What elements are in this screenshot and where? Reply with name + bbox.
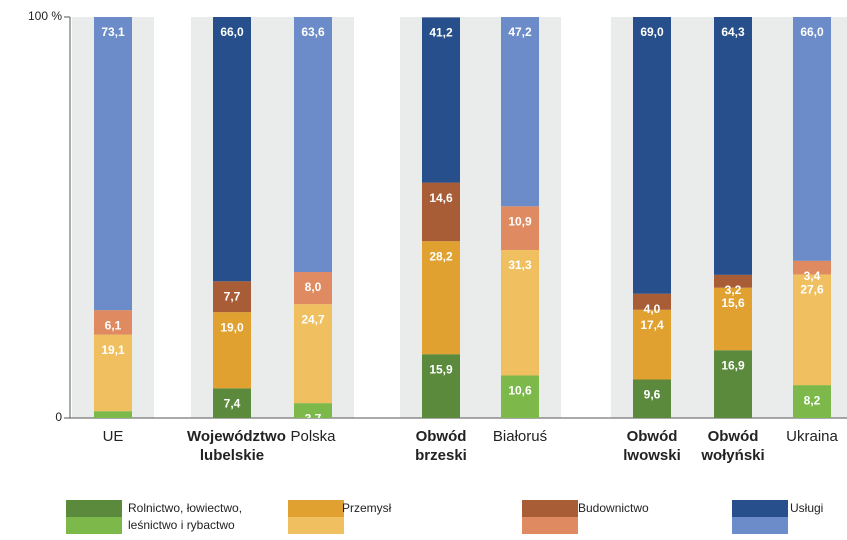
value-label: 19,0	[220, 320, 244, 334]
value-label: 24,7	[301, 312, 325, 326]
legend-swatch	[522, 517, 578, 534]
bar-segment	[633, 293, 671, 310]
legend-label: Przemysł	[342, 501, 392, 515]
bar-segment	[213, 281, 251, 313]
legend-swatch	[288, 517, 344, 534]
bar-segment	[94, 334, 132, 412]
legend-label: Usługi	[790, 501, 824, 515]
value-label: 47,2	[508, 25, 532, 39]
bar-segment	[793, 274, 831, 386]
x-tick-label: Białoruś	[492, 428, 548, 445]
bar-segment	[294, 272, 332, 305]
value-label: 14,6	[429, 191, 453, 205]
value-label: 10,6	[508, 384, 532, 398]
value-label: 7,7	[224, 289, 241, 303]
value-label: 3,2	[725, 283, 742, 297]
y-tick-label: 0	[55, 410, 62, 424]
bar-segment	[294, 304, 332, 404]
y-tick-label: 100 %	[28, 9, 62, 23]
bar-segment	[94, 411, 132, 418]
bar-segment	[422, 17, 460, 183]
bar-segment	[793, 17, 831, 261]
value-label: 15,9	[429, 362, 453, 376]
value-label: 4,0	[644, 302, 661, 316]
bar-segment	[793, 385, 831, 418]
bar-segment	[714, 350, 752, 418]
legend-label: Budownictwo	[578, 501, 649, 515]
bar-segment	[213, 17, 251, 282]
value-label: 10,9	[508, 214, 532, 228]
x-tick-label: Obwód brzeski	[415, 428, 467, 464]
bar-segment	[501, 375, 539, 418]
value-label: 3,4	[804, 269, 821, 283]
value-label: 7,4	[224, 396, 241, 410]
x-tick-label: Obwód wołyński	[701, 428, 765, 464]
bars: 1,719,16,173,17,419,07,766,03,724,78,063…	[94, 17, 831, 425]
bar-segment	[294, 403, 332, 418]
value-label: 73,1	[101, 25, 125, 39]
value-label: 8,0	[305, 280, 322, 294]
value-label: 66,0	[800, 25, 824, 39]
bar-segment	[501, 17, 539, 207]
x-tick-label: Ukraina	[786, 428, 838, 445]
x-tick-label: UE	[102, 428, 124, 445]
value-label: 28,2	[429, 249, 453, 263]
value-label: 27,6	[800, 283, 824, 297]
bar-segment	[714, 17, 752, 275]
value-label: 66,0	[220, 25, 244, 39]
legend-swatch	[66, 517, 122, 534]
bar-segment	[714, 274, 752, 288]
x-tick-label: Województwo lubelskie	[187, 428, 286, 464]
value-label: 15,6	[721, 296, 745, 310]
bar-segment	[213, 388, 251, 418]
value-label: 64,3	[721, 25, 745, 39]
x-tick-label: Obwód lwowski	[623, 428, 681, 464]
legend-label: Rolnictwo, łowiectwo, leśnictwo i rybact…	[128, 501, 243, 532]
value-label: 6,1	[105, 318, 122, 332]
value-label: 19,1	[101, 343, 125, 357]
bar-segment	[793, 260, 831, 275]
value-label: 17,4	[640, 318, 664, 332]
bar-segment	[422, 354, 460, 418]
legend-swatch	[288, 500, 344, 517]
legend-swatch	[522, 500, 578, 517]
legend-swatch	[732, 500, 788, 517]
value-label: 3,7	[305, 411, 322, 425]
bar-segment	[633, 309, 671, 380]
value-label: 8,2	[804, 393, 821, 407]
bar-segment	[633, 17, 671, 294]
bar-segment	[501, 206, 539, 250]
bar-segment	[94, 310, 132, 335]
value-label: 31,3	[508, 258, 532, 272]
bar-segment	[501, 249, 539, 376]
bar-segment	[213, 312, 251, 389]
bar-segment	[714, 287, 752, 351]
bar-segment	[94, 17, 132, 311]
legend-swatch	[66, 500, 122, 517]
bar-segment	[294, 17, 332, 273]
bar-segment	[633, 379, 671, 418]
legend-swatch	[732, 517, 788, 534]
bar-segment	[422, 241, 460, 355]
value-label: 63,6	[301, 25, 325, 39]
value-label: 69,0	[640, 25, 664, 39]
bar-segment	[422, 182, 460, 242]
value-label: 9,6	[644, 388, 661, 402]
x-tick-label: Polska	[290, 428, 336, 445]
value-label: 41,2	[429, 26, 453, 40]
value-label: 16,9	[721, 358, 745, 372]
